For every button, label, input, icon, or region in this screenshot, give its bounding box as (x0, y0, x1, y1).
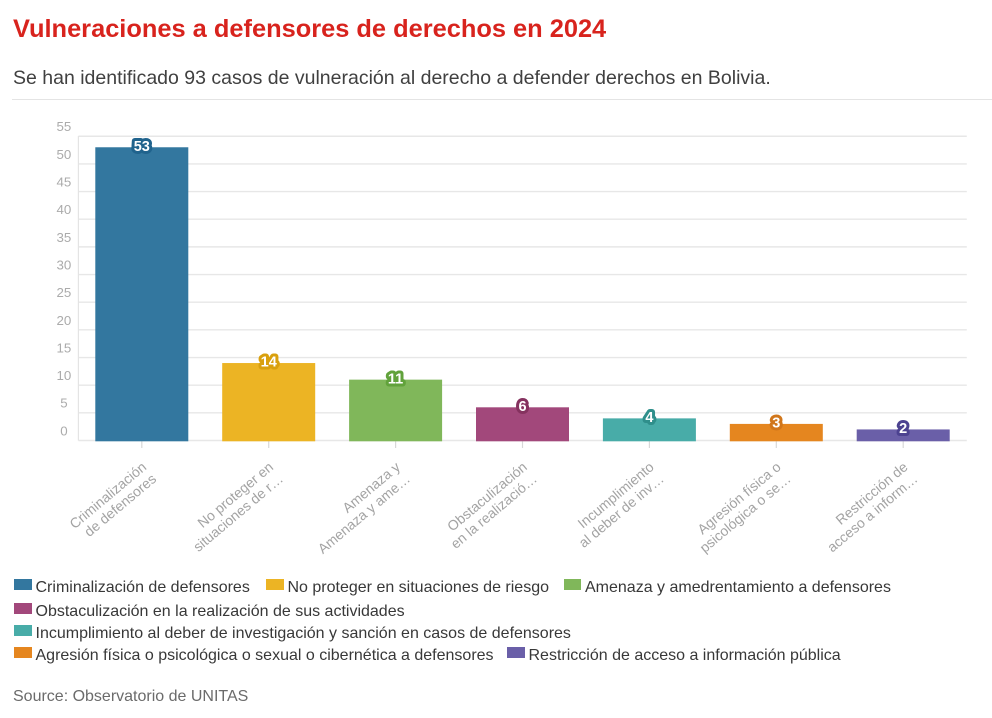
svg-text:25: 25 (57, 285, 72, 300)
svg-text:40: 40 (57, 202, 72, 217)
svg-text:Incumplimientoal deber de inv…: Incumplimientoal deber de inv… (565, 458, 666, 550)
svg-text:No proteger ensituaciones de r: No proteger ensituaciones de r… (180, 459, 286, 555)
svg-text:45: 45 (57, 174, 72, 189)
svg-text:6: 6 (518, 399, 526, 415)
svg-text:20: 20 (57, 313, 72, 328)
svg-text:Obstaculizaciónen la realizaci: Obstaculizaciónen la realizació… (437, 459, 540, 552)
svg-text:10: 10 (57, 368, 72, 383)
svg-text:55: 55 (57, 119, 72, 134)
svg-text:53: 53 (134, 139, 150, 155)
svg-text:15: 15 (57, 340, 72, 355)
svg-text:50: 50 (57, 147, 72, 162)
svg-text:Criminalizaciónde defensores: Criminalizaciónde defensores (66, 459, 159, 544)
svg-text:3: 3 (772, 416, 780, 432)
svg-text:2: 2 (899, 421, 907, 437)
svg-text:0: 0 (60, 423, 67, 438)
svg-text:14: 14 (261, 355, 277, 371)
svg-text:11: 11 (388, 371, 403, 387)
svg-text:Restricción deacceso a inform…: Restricción deacceso a inform… (814, 458, 921, 555)
svg-text:35: 35 (57, 230, 72, 245)
svg-text:4: 4 (645, 410, 653, 426)
svg-text:5: 5 (60, 396, 67, 411)
svg-text:Amenaza yAmenaza y ame…: Amenaza yAmenaza y ame… (305, 459, 413, 557)
svg-text:Agresión física opsicológica o: Agresión física opsicológica o se… (686, 458, 793, 555)
svg-text:30: 30 (57, 257, 72, 272)
